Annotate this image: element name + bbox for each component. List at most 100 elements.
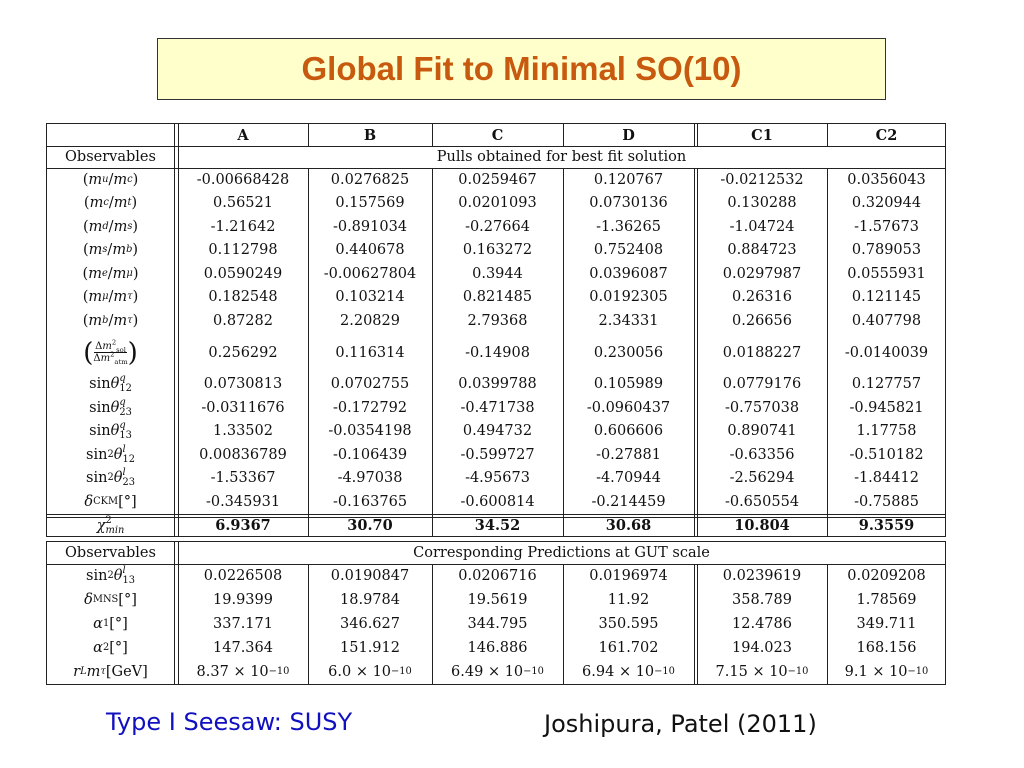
table-row: (m μ / m τ) 0.182548 0.103214 0.821485 0.0192305… <box>47 286 945 310</box>
table-cell: -0.0140039 <box>844 344 929 361</box>
column-divider <box>308 564 309 684</box>
table-cell: 34.52 <box>474 517 521 535</box>
row-label: sin 2 θ l 23 <box>86 467 135 489</box>
table-cell: 11.92 <box>607 592 650 608</box>
row-label: (m u / m c) <box>82 171 139 188</box>
column-header: D <box>622 126 635 144</box>
table-row: sin θ q 13 1.33502 -0.0354198 0.494732 0.60660… <box>47 420 945 444</box>
table-cell: 358.789 <box>732 592 792 608</box>
table-cell: -0.471738 <box>460 399 535 416</box>
table-cell: 0.0188227 <box>722 344 802 361</box>
table-cell: 0.00836789 <box>199 446 287 463</box>
table-cell: -1.53367 <box>210 470 276 487</box>
table-row: (m s / m b) 0.112798 0.440678 0.163272 0.752408 0… <box>47 239 945 263</box>
table-cell: 19.5619 <box>467 592 528 608</box>
table-cell: -0.757038 <box>724 399 800 416</box>
table-cell: 346.627 <box>340 616 400 632</box>
table-cell: 1.17758 <box>856 423 917 440</box>
table-cell: -0.27881 <box>596 446 661 463</box>
row-label: (m b / m τ) <box>82 312 139 329</box>
column-divider <box>174 124 175 536</box>
table-cell: -0.510182 <box>849 446 924 463</box>
row-divider <box>47 516 945 518</box>
table-cell: 0.0356043 <box>847 171 926 188</box>
table-cell: -0.0212532 <box>720 171 804 188</box>
predictions-table: Observables Corresponding Predictions at … <box>46 541 946 685</box>
table-cell: 0.0206716 <box>458 568 537 584</box>
row-label: δ MNS [°] <box>84 592 137 608</box>
table-row: α 2 [°] 147.364 151.912 146.886 161.702 194.023… <box>47 636 945 660</box>
column-divider <box>694 564 695 684</box>
table-row: sin 2 θ l 12 0.00836789 -0.106439 -0.599727 -0.… <box>47 443 945 467</box>
table-cell: 0.320944 <box>851 195 922 212</box>
row-label: δ CKM [°] <box>84 493 137 510</box>
table-cell: -0.600814 <box>460 493 535 510</box>
row-divider <box>47 168 945 169</box>
table-cell: -0.163765 <box>332 493 408 510</box>
column-divider <box>563 124 564 536</box>
table-cell: 30.68 <box>605 517 652 535</box>
table-cell: 350.595 <box>598 616 659 632</box>
column-header: A <box>237 126 249 144</box>
row-label: sin 2 θ l 12 <box>86 443 135 465</box>
row-label: χ 2 min <box>96 514 125 536</box>
table-cell: -0.00668428 <box>196 171 290 188</box>
table-row: (m b / m τ) 0.87282 2.20829 2.79368 2.34331 0.266… <box>47 309 945 333</box>
table-cell: 19.9399 <box>213 592 273 608</box>
table-cell: 7.15 × 10 −10 <box>715 664 809 680</box>
row-label: (m d / m s) <box>82 218 139 235</box>
table-cell: 1.78569 <box>856 592 917 608</box>
table-cell: 12.4786 <box>732 616 792 632</box>
table-cell: 2.34331 <box>598 312 659 329</box>
page-title: Global Fit to Minimal SO(10) <box>301 50 742 87</box>
table-row: (m c / m t) 0.56521 0.157569 0.0201093 0.0730136… <box>47 192 945 216</box>
table-cell: 0.0297987 <box>722 265 802 282</box>
table-cell: 0.0590249 <box>203 265 283 282</box>
table-cell: 0.0239619 <box>722 568 802 584</box>
table-cell: 0.0276825 <box>330 171 410 188</box>
table-cell: 0.116314 <box>335 344 405 361</box>
table-cell: -4.95673 <box>465 470 530 487</box>
title-box: Global Fit to Minimal SO(10) <box>157 38 886 100</box>
column-divider <box>697 124 698 536</box>
table-cell: 1.33502 <box>213 423 273 440</box>
table-cell: -4.97038 <box>337 470 403 487</box>
table-cell: 0.87282 <box>213 312 273 329</box>
table-cell: 0.105989 <box>593 376 664 393</box>
row-divider <box>47 513 945 515</box>
table-cell: 2.20829 <box>340 312 400 329</box>
table-cell: 0.0190847 <box>330 568 410 584</box>
table-cell: 0.121145 <box>851 289 922 306</box>
table-cell: -1.21642 <box>210 218 276 235</box>
table-row: sin 2 θ l 23 -1.53367 -4.97038 -4.95673 -4.7094… <box>47 467 945 491</box>
table-cell: 18.9784 <box>340 592 400 608</box>
table-cell: 0.821485 <box>462 289 533 306</box>
row-label: sin θ q 12 <box>89 373 132 395</box>
table-cell: 0.130288 <box>727 195 797 212</box>
table-cell: 9.3559 <box>858 517 915 535</box>
table-cell: 151.912 <box>340 640 400 656</box>
table-cell: 0.26316 <box>732 289 792 306</box>
table-cell: 0.103214 <box>335 289 405 306</box>
table-cell: 0.606606 <box>593 423 664 440</box>
table-row: α 1 [°] 337.171 346.627 344.795 350.595 12.4786… <box>47 612 945 636</box>
table-cell: -1.57673 <box>854 218 919 235</box>
footer-citation: Joshipura, Patel (2011) <box>544 710 817 738</box>
row-label: Observables <box>65 149 156 165</box>
table-cell: 194.023 <box>732 640 792 656</box>
column-divider <box>432 124 433 536</box>
row-label: α 2 [°] <box>93 640 128 656</box>
table-cell: 0.0730136 <box>589 195 668 212</box>
row-label: (m s / m b) <box>82 242 139 259</box>
column-header: B <box>363 126 377 144</box>
table-cell: 8.37 × 10 −10 <box>196 664 290 680</box>
column-divider <box>432 564 433 684</box>
table-cell: 0.112798 <box>208 242 278 259</box>
table-cell: -2.56294 <box>729 470 795 487</box>
table-cell: -0.27664 <box>465 218 530 235</box>
table-cell: 0.230056 <box>593 344 664 361</box>
table-cell: 0.0702755 <box>330 376 410 393</box>
table-cell: 0.494732 <box>462 423 533 440</box>
